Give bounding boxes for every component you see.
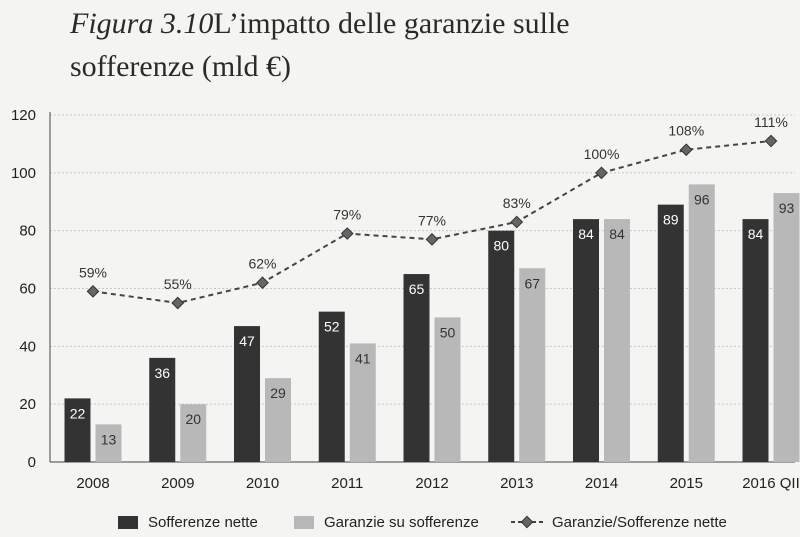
ratio-label-2013: 83% bbox=[503, 195, 531, 211]
bar-label-garanzie-2010: 29 bbox=[270, 385, 286, 401]
bar-label-sofferenze-2012: 65 bbox=[409, 281, 425, 297]
title-line-1: L’impatto delle garanzie sulle bbox=[213, 7, 570, 40]
y-tick-label-20: 20 bbox=[19, 396, 36, 413]
ratio-point-2013 bbox=[510, 215, 524, 229]
bar-label-garanzie-2014: 84 bbox=[609, 226, 625, 242]
bar-garanzie-2008 bbox=[95, 424, 122, 462]
chart-title: Figura 3.10L’impatto delle garanzie sull… bbox=[70, 2, 710, 88]
x-tick-label-1: 2009 bbox=[161, 475, 194, 492]
bar-label-garanzie-2016 QII: 93 bbox=[779, 200, 795, 216]
x-tick-label-3: 2011 bbox=[331, 475, 363, 492]
ratio-point-2014 bbox=[595, 166, 608, 180]
legend-label-garanzie: Garanzie su sofferenze bbox=[324, 513, 479, 531]
ratio-point-2015 bbox=[679, 143, 693, 157]
legend-line-icon bbox=[511, 515, 543, 529]
bar-label-garanzie-2011: 41 bbox=[355, 350, 371, 366]
bar-sofferenze-2008 bbox=[64, 398, 91, 462]
bar-sofferenze-2010 bbox=[234, 326, 260, 462]
x-tick-label-7: 2015 bbox=[670, 475, 703, 492]
legend-swatch-garanzie bbox=[294, 515, 314, 529]
y-tick-label-80: 80 bbox=[19, 223, 36, 240]
ratio-line: 59% 55% 62% 79% 77% 83% 100% 108% 111% bbox=[79, 114, 788, 310]
bar-garanzie-2010 bbox=[265, 378, 291, 462]
bar-garanzie-2016 QII bbox=[773, 193, 800, 462]
ratio-point-2011 bbox=[340, 227, 354, 240]
bars: 22 13 36 20 47 29 52 41 65 50 80 67 84 84 89 96 84 93 bbox=[64, 184, 800, 462]
figure-number: Figura 3.10 bbox=[70, 7, 214, 40]
bar-garanzie-2012 bbox=[434, 317, 461, 462]
bar-garanzie-2011 bbox=[349, 343, 376, 462]
bar-sofferenze-2012 bbox=[403, 274, 430, 462]
bar-label-sofferenze-2013: 80 bbox=[493, 238, 509, 254]
bar-label-sofferenze-2011: 52 bbox=[324, 319, 340, 335]
ratio-label-2016 QII: 111% bbox=[754, 114, 788, 130]
legend-item-sofferenze: Sofferenze nette bbox=[118, 510, 258, 534]
bar-sofferenze-2011 bbox=[318, 311, 345, 462]
x-tick-label-5: 2013 bbox=[500, 475, 533, 492]
legend-item-garanzie: Garanzie su sofferenze bbox=[294, 510, 479, 534]
ratio-point-2009 bbox=[171, 296, 185, 310]
bar-garanzie-2013 bbox=[519, 268, 546, 462]
bar-garanzie-2009 bbox=[180, 404, 207, 462]
y-tick-label-60: 60 bbox=[19, 281, 36, 298]
bar-sofferenze-2016 QII bbox=[742, 219, 769, 462]
ratio-point-2010 bbox=[256, 276, 269, 290]
bar-label-sofferenze-2014: 84 bbox=[578, 226, 594, 242]
bar-label-sofferenze-2009: 36 bbox=[154, 365, 170, 381]
ratio-label-2010: 62% bbox=[248, 256, 276, 272]
bar-label-garanzie-2009: 20 bbox=[185, 411, 201, 427]
x-tick-label-2: 2010 bbox=[246, 475, 279, 492]
bar-label-sofferenze-2015: 89 bbox=[663, 212, 679, 228]
title-line-2: sofferenze (mld €) bbox=[70, 50, 292, 83]
bar-label-garanzie-2013: 67 bbox=[524, 275, 540, 291]
bar-label-sofferenze-2016 QII: 84 bbox=[748, 226, 764, 242]
bar-label-garanzie-2008: 13 bbox=[101, 431, 117, 447]
legend-label-sofferenze: Sofferenze nette bbox=[148, 513, 258, 531]
legend-item-ratio: Garanzie/Sofferenze nette bbox=[510, 510, 727, 534]
legend-label-ratio: Garanzie/Sofferenze nette bbox=[552, 513, 727, 531]
x-tick-label-8: 2016 QII bbox=[742, 475, 800, 492]
ratio-point-2012 bbox=[425, 232, 439, 246]
y-tick-label-40: 40 bbox=[19, 338, 36, 355]
x-tick-label-0: 2008 bbox=[76, 475, 109, 492]
ratio-point-2016 QII bbox=[764, 134, 778, 148]
bar-sofferenze-2014 bbox=[573, 219, 599, 462]
ratio-label-2014: 100% bbox=[584, 146, 620, 162]
legend: Sofferenze nette Garanzie su sofferenze … bbox=[118, 510, 758, 534]
ratio-label-2012: 77% bbox=[418, 212, 446, 228]
x-tick-label-6: 2014 bbox=[585, 475, 618, 492]
ratio-label-2009: 55% bbox=[164, 276, 192, 292]
y-tick-label-0: 0 bbox=[28, 454, 36, 471]
ratio-label-2015: 108% bbox=[668, 123, 704, 139]
bar-garanzie-2014 bbox=[604, 219, 630, 462]
bar-label-garanzie-2015: 96 bbox=[694, 191, 710, 207]
bar-sofferenze-2015 bbox=[657, 204, 684, 462]
y-tick-label-120: 120 bbox=[11, 107, 36, 124]
bar-label-garanzie-2012: 50 bbox=[440, 324, 456, 340]
bar-garanzie-2015 bbox=[688, 184, 715, 462]
ratio-point-2008 bbox=[86, 285, 100, 298]
ratio-label-2011: 79% bbox=[333, 207, 361, 223]
bar-label-sofferenze-2008: 22 bbox=[70, 405, 86, 421]
legend-swatch-sofferenze bbox=[118, 515, 138, 529]
x-tick-label-4: 2012 bbox=[415, 475, 448, 492]
bar-label-sofferenze-2010: 47 bbox=[239, 333, 255, 349]
bar-sofferenze-2009 bbox=[149, 357, 176, 462]
ratio-label-2008: 59% bbox=[79, 264, 107, 280]
y-tick-label-100: 100 bbox=[11, 165, 36, 182]
bar-sofferenze-2013 bbox=[488, 230, 515, 462]
